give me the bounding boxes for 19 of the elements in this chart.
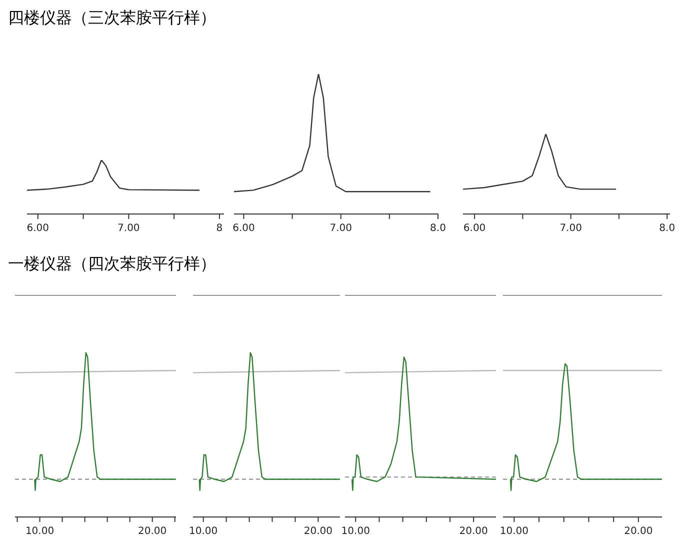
x-tick-label: 8.0 [659,223,676,234]
x-tick-label: 20.00 [459,526,488,537]
x-tick-label: 20.00 [304,526,332,537]
chart-title: 一楼仪器（四次苯胺平行样） [8,254,216,275]
x-tick-label: 8 [216,223,223,234]
x-tick-label: 10.00 [25,526,54,537]
chart-title: 四楼仪器（三次苯胺平行样） [8,8,217,29]
x-tick-label: 7.00 [118,223,140,234]
x-tick-label: 6.00 [463,223,486,234]
x-tick-label: 10.00 [189,526,218,537]
x-tick-label: 7.00 [560,223,582,234]
x-tick-label: 10.00 [500,526,528,537]
x-tick-label: 6.00 [26,223,50,234]
x-tick-label: 20.00 [138,526,167,537]
x-tick-label: 7.00 [330,223,352,234]
x-tick-label: 6.00 [232,223,255,234]
x-tick-label: 8.0 [430,223,446,234]
x-tick-label: 20.00 [624,526,653,537]
x-tick-label: 10.00 [341,526,370,537]
